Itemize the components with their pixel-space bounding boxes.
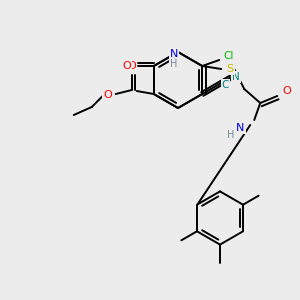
Text: H: H <box>170 59 178 69</box>
Text: Cl: Cl <box>223 51 233 61</box>
Text: H: H <box>226 130 234 140</box>
Text: N: N <box>236 123 244 133</box>
Text: C: C <box>222 80 229 90</box>
Text: N: N <box>170 49 178 59</box>
Text: S: S <box>227 64 234 74</box>
Text: O: O <box>103 90 112 100</box>
Text: O: O <box>128 61 136 71</box>
Text: O: O <box>122 61 131 71</box>
Text: O: O <box>283 86 292 96</box>
Text: N: N <box>232 72 240 82</box>
